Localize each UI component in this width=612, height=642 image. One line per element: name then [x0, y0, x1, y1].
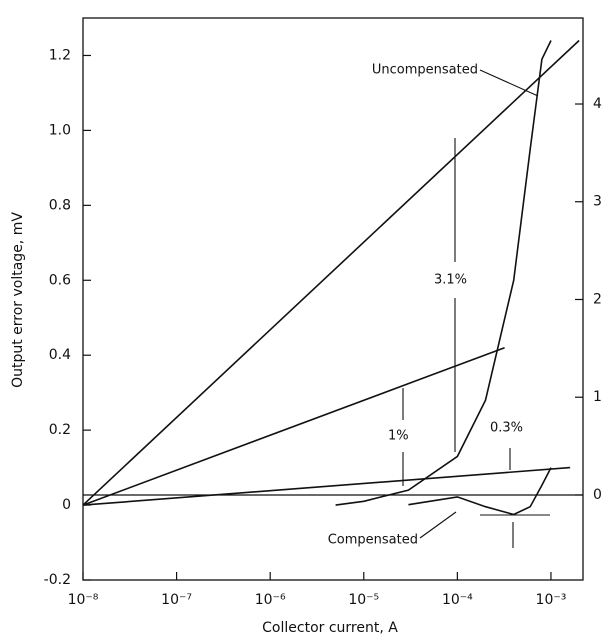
series-line [408, 467, 552, 516]
y-tick-label: 1.2 [49, 47, 71, 63]
x-tick-label: 10⁻³ [536, 592, 567, 608]
y-tick-label: 0.4 [49, 347, 71, 363]
y-tick-label: 0.6 [49, 272, 71, 288]
y-tick-label: -0.2 [44, 572, 71, 588]
series-line [82, 39, 580, 506]
x-tick-label: 10⁻⁵ [348, 592, 379, 608]
y-axis-label: Output error voltage, mV [10, 212, 26, 388]
series-label: Uncompensated [372, 63, 478, 78]
arrow [419, 511, 457, 539]
y2-tick-label: 0 [593, 487, 602, 503]
x-tick-label: 10⁻⁶ [255, 592, 286, 608]
series-line [335, 40, 552, 506]
series-line [82, 346, 505, 506]
x-tick-label: 10⁻⁸ [68, 592, 99, 608]
plot-frame [82, 17, 584, 581]
y2-tick-label: 4 [593, 96, 602, 112]
series-label: 0.3% [490, 421, 523, 436]
y2-tick-label: 1 [593, 389, 602, 405]
x-axis-label: Collector current, A [262, 620, 398, 636]
y-tick-label: 0.2 [49, 422, 71, 438]
y-tick-label: 0.8 [49, 197, 71, 213]
y-tick-label: 0 [62, 497, 71, 513]
y-tick-label: 1.0 [49, 122, 71, 138]
y2-tick-label: 3 [593, 194, 602, 210]
series-label: 3.1% [434, 273, 467, 288]
annotation-arrows [402, 69, 550, 548]
arrow [479, 69, 539, 97]
y2-tick-label: 2 [593, 291, 602, 307]
x-tick-label: 10⁻⁴ [442, 592, 473, 608]
series-line [82, 466, 571, 506]
series-label: Compensated [328, 533, 418, 548]
x-tick-label: 10⁻⁷ [161, 592, 192, 608]
series-label: 1% [388, 429, 409, 444]
